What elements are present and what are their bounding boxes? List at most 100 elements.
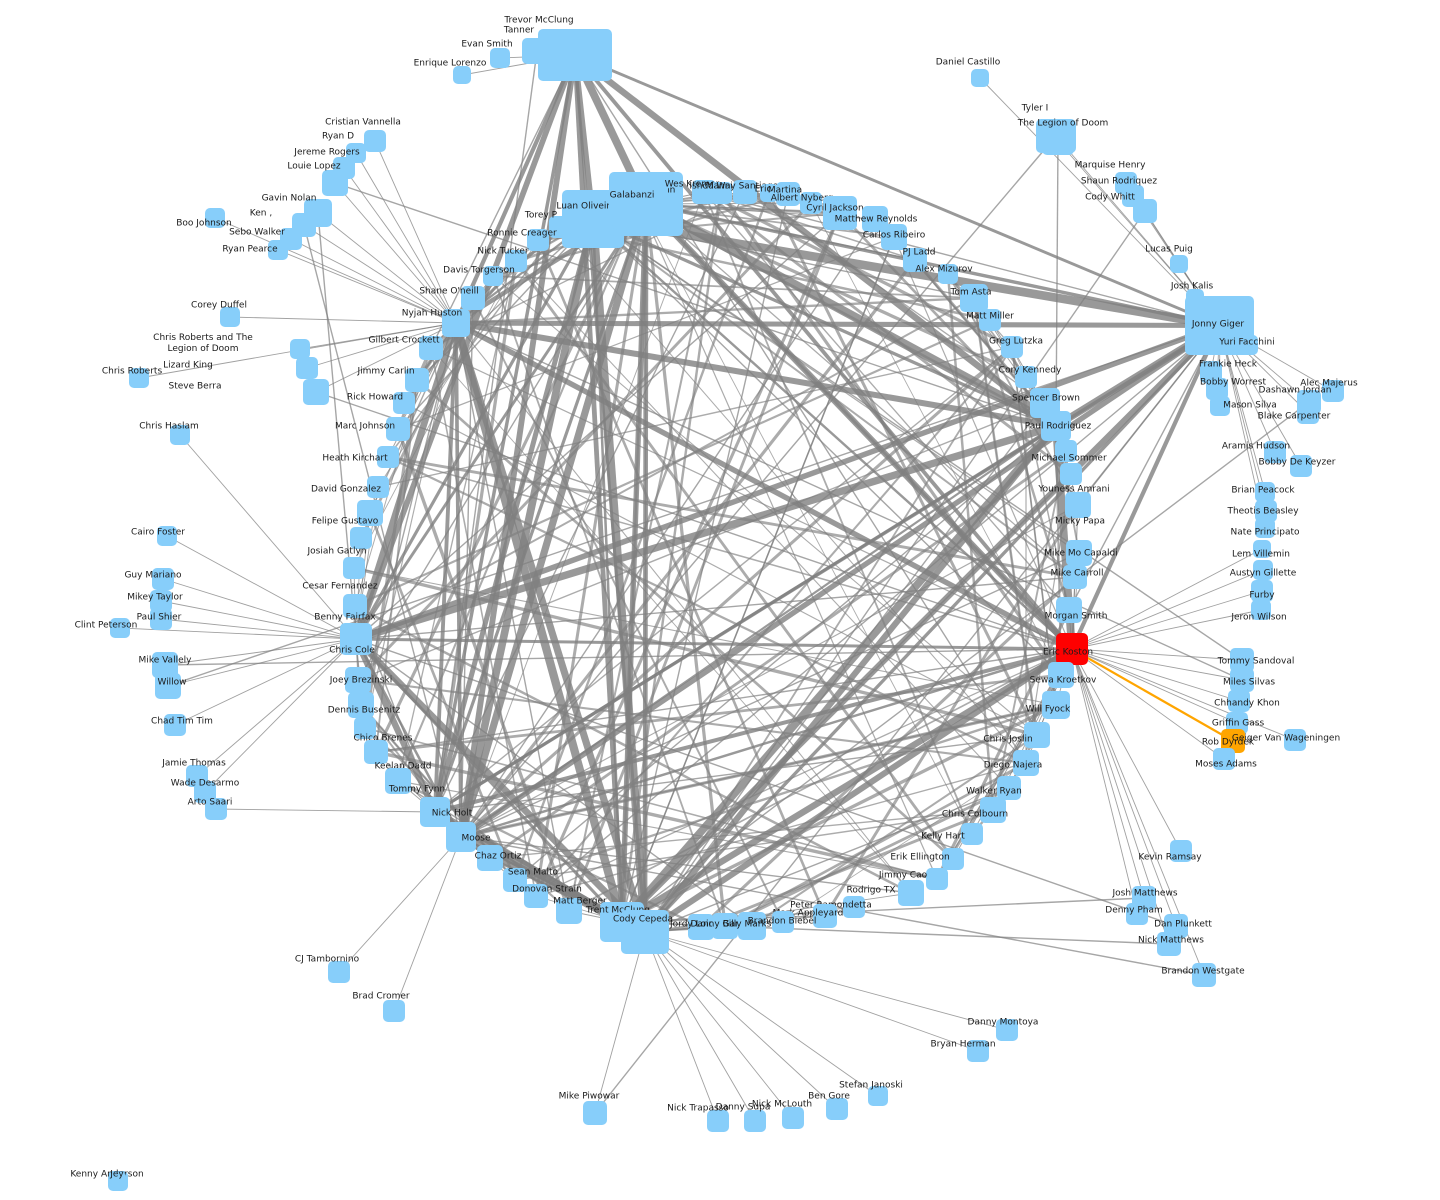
graph-node[interactable] (1322, 380, 1344, 402)
graph-node[interactable] (1056, 597, 1082, 623)
graph-node[interactable] (712, 913, 738, 939)
graph-node[interactable] (420, 797, 450, 827)
graph-node[interactable] (1192, 963, 1216, 987)
graph-node[interactable] (393, 392, 415, 414)
graph-node[interactable] (881, 224, 907, 250)
graph-node[interactable] (710, 182, 732, 204)
graph-node[interactable] (868, 1086, 888, 1106)
graph-node[interactable] (707, 1110, 729, 1132)
graph-node[interactable] (303, 379, 329, 405)
graph-node[interactable] (979, 309, 1001, 331)
graph-node[interactable] (1264, 441, 1286, 463)
graph-node[interactable] (1238, 335, 1258, 355)
graph-node[interactable] (980, 797, 1006, 823)
graph-node[interactable] (1251, 600, 1271, 620)
graph-node[interactable] (1170, 840, 1192, 862)
graph-node[interactable] (621, 910, 669, 954)
graph-node[interactable] (1126, 903, 1148, 925)
graph-node[interactable] (583, 1101, 607, 1125)
graph-node[interactable] (997, 776, 1021, 800)
graph-node[interactable] (483, 266, 503, 286)
graph-node[interactable] (490, 48, 510, 68)
graph-node[interactable] (343, 594, 367, 618)
graph-node[interactable] (150, 590, 172, 612)
graph-node[interactable] (383, 1000, 405, 1022)
graph-node[interactable] (903, 248, 927, 272)
graph-node[interactable] (744, 1110, 766, 1132)
graph-node[interactable] (505, 250, 527, 272)
graph-node[interactable] (967, 1040, 989, 1062)
graph-node[interactable] (813, 904, 837, 928)
graph-node[interactable] (157, 526, 177, 546)
graph-node[interactable] (386, 417, 410, 441)
graph-node[interactable] (1157, 932, 1181, 956)
graph-node[interactable] (1015, 366, 1037, 388)
graph-node[interactable] (364, 130, 386, 152)
graph-node[interactable] (1066, 540, 1092, 566)
graph-node[interactable] (343, 557, 365, 579)
graph-node[interactable] (522, 38, 552, 64)
graph-node[interactable] (1297, 402, 1319, 424)
graph-node[interactable] (776, 182, 800, 206)
graph-node[interactable] (461, 286, 485, 310)
graph-node[interactable] (942, 848, 964, 870)
graph-node[interactable] (524, 884, 548, 908)
graph-node[interactable] (772, 911, 794, 933)
graph-node[interactable] (348, 692, 374, 718)
graph-node[interactable] (205, 798, 227, 820)
graph-node[interactable] (503, 868, 527, 892)
graph-node[interactable] (1065, 492, 1091, 518)
graph-node[interactable] (357, 500, 383, 526)
graph-node[interactable] (1048, 662, 1074, 688)
graph-node[interactable] (1200, 361, 1222, 383)
graph-node[interactable] (1063, 565, 1087, 589)
graph-node[interactable] (340, 623, 372, 655)
graph-node[interactable] (405, 368, 429, 392)
graph-node[interactable] (800, 192, 822, 214)
graph-node[interactable] (1030, 388, 1060, 418)
graph-node[interactable] (1170, 255, 1188, 273)
graph-edge-highlighted[interactable] (1071, 648, 1234, 742)
graph-node[interactable] (152, 568, 174, 590)
graph-node[interactable] (1001, 336, 1023, 358)
graph-node[interactable] (1255, 500, 1277, 522)
graph-node[interactable] (220, 307, 240, 327)
graph-node[interactable] (1255, 518, 1275, 538)
graph-node[interactable] (760, 184, 778, 202)
graph-node[interactable] (556, 898, 582, 924)
graph-node[interactable] (1255, 482, 1275, 502)
graph-node[interactable] (1253, 540, 1271, 558)
graph-node[interactable] (446, 822, 476, 852)
graph-node[interactable] (110, 618, 130, 638)
graph-node[interactable] (1253, 560, 1273, 580)
graph-node[interactable] (1230, 668, 1254, 692)
graph-node[interactable] (354, 717, 376, 739)
graph-node[interactable] (110, 1172, 126, 1188)
graph-node[interactable] (1284, 729, 1306, 751)
graph-node[interactable] (350, 527, 372, 549)
graph-node[interactable] (1213, 748, 1235, 770)
graph-node[interactable] (1228, 690, 1250, 712)
graph-node[interactable] (549, 216, 571, 238)
graph-node[interactable] (1133, 199, 1157, 223)
graph-node[interactable] (1251, 580, 1273, 602)
graph-node[interactable] (477, 845, 503, 871)
graph-node[interactable] (898, 880, 924, 906)
graph-node[interactable] (1210, 396, 1230, 416)
graph-node[interactable] (1060, 463, 1082, 485)
graph-node[interactable] (826, 1098, 848, 1120)
graph-node[interactable] (419, 336, 443, 360)
graph-node[interactable] (129, 368, 149, 388)
graph-node[interactable] (938, 264, 958, 284)
graph-node[interactable] (1024, 722, 1050, 748)
graph-node[interactable] (1226, 712, 1248, 734)
graph-node[interactable] (961, 823, 983, 845)
graph-node[interactable] (782, 1107, 804, 1129)
graph-node[interactable] (205, 208, 225, 228)
graph-node[interactable] (367, 476, 389, 498)
graph-node[interactable] (738, 912, 766, 940)
graph-node[interactable] (164, 714, 186, 736)
graph-node[interactable] (688, 914, 714, 940)
